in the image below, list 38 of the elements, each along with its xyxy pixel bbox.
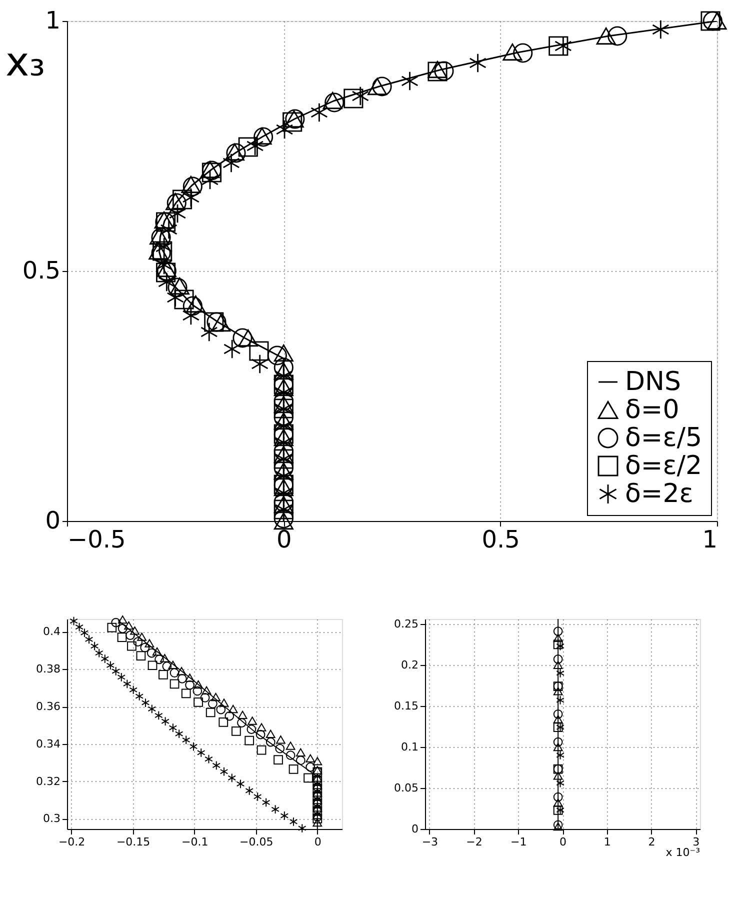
x-tick-label: 1 xyxy=(604,836,611,848)
y-tick-label: 0.25 xyxy=(394,617,418,630)
x-tick-label: 0 xyxy=(314,836,322,848)
x-tick-label: 0 xyxy=(276,526,292,554)
y-tick-label: 0.5 xyxy=(22,256,60,284)
legend-label: δ=0 xyxy=(625,395,680,425)
legend-label: δ=2ε xyxy=(625,479,694,509)
y-tick-label: 1 xyxy=(45,6,60,34)
y-axis-title: x₃ xyxy=(6,40,46,86)
x-tick-label: −0.15 xyxy=(116,836,150,848)
x-tick-label: −0.5 xyxy=(68,526,126,554)
y-tick-label: 0.32 xyxy=(36,774,60,788)
y-tick-label: 0.4 xyxy=(43,625,60,638)
x-tick-label: −0.2 xyxy=(58,836,86,848)
y-tick-label: 0.34 xyxy=(36,737,60,750)
x-tick-label: −3 xyxy=(422,836,438,848)
legend-label: δ=ε/5 xyxy=(625,423,702,453)
y-tick-label: 0.15 xyxy=(394,699,418,712)
x-tick-label: −1 xyxy=(510,836,527,848)
y-tick-label: 0.38 xyxy=(36,662,60,676)
y-tick-label: 0 xyxy=(45,506,60,534)
x-tick-label: −2 xyxy=(466,836,482,848)
y-tick-label: 0.05 xyxy=(394,781,418,794)
x-tick-label: 3 xyxy=(692,836,700,848)
x-tick-label: −0.1 xyxy=(181,836,208,848)
x-tick-label: 2 xyxy=(648,836,656,848)
legend-label: δ=ε/2 xyxy=(625,451,702,481)
x-tick-label: 0 xyxy=(560,836,566,848)
text: x 10⁻³ xyxy=(666,846,700,859)
legend-label: DNS xyxy=(625,367,681,397)
x-tick-label: 1 xyxy=(702,526,718,554)
y-tick-label: 0.36 xyxy=(36,700,60,714)
y-tick-label: 0 xyxy=(412,822,418,836)
y-tick-label: 0.1 xyxy=(401,740,418,754)
x-tick-label: 0.5 xyxy=(482,526,520,554)
x-tick-label: −0.05 xyxy=(240,836,274,848)
y-tick-label: 0.3 xyxy=(43,812,60,826)
y-tick-label: 0.2 xyxy=(401,658,418,672)
